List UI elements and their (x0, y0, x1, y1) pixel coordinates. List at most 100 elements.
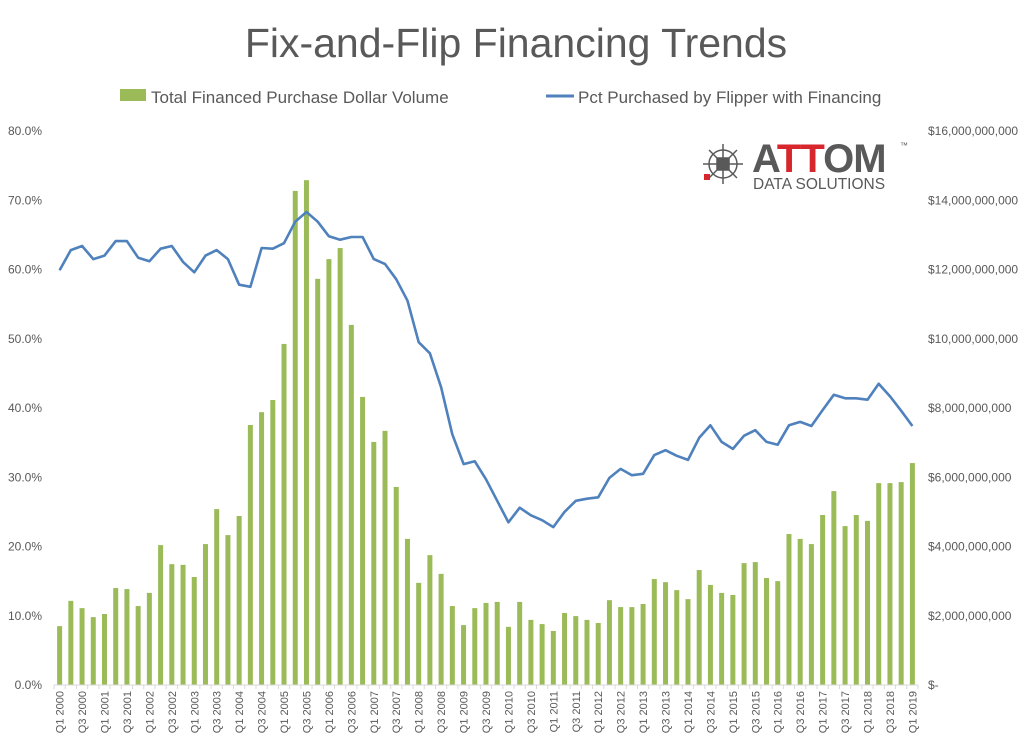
bar (101, 614, 107, 685)
bar (259, 412, 265, 685)
x-tick-label: Q1 2013 (638, 691, 650, 733)
bar (438, 573, 444, 685)
bar (57, 626, 63, 685)
x-tick-label: Q1 2008 (414, 691, 426, 733)
bar (876, 483, 882, 685)
right-tick-label: $10,000,000,000 (928, 332, 1018, 346)
bar (550, 630, 556, 685)
x-tick-label: Q3 2002 (167, 691, 179, 733)
right-tick-label: $8,000,000,000 (928, 401, 1012, 415)
bar (573, 616, 579, 685)
bar (528, 619, 534, 685)
bar (887, 483, 893, 685)
x-tick-label: Q1 2018 (863, 691, 875, 733)
x-tick-label: Q3 2018 (885, 691, 897, 733)
left-tick-label: 30.0% (8, 470, 42, 484)
bar (494, 601, 500, 685)
right-tick-label: $4,000,000,000 (928, 540, 1012, 554)
x-tick-label: Q3 2000 (77, 691, 89, 733)
bar (618, 607, 624, 685)
right-tick-label: $6,000,000,000 (928, 470, 1012, 484)
x-tick-label: Q3 2004 (257, 691, 269, 733)
bar (348, 324, 354, 685)
bar (584, 619, 590, 685)
bar (606, 600, 612, 685)
left-tick-label: 20.0% (8, 540, 42, 554)
legend: Total Financed Purchase Dollar Volume Pc… (120, 88, 881, 107)
bar (707, 584, 713, 685)
bar (865, 520, 871, 685)
x-tick-label: Q1 2003 (189, 691, 201, 733)
bar (225, 535, 231, 685)
bar (146, 592, 152, 685)
right-tick-label: $12,000,000,000 (928, 263, 1018, 277)
logo-emblem-icon (703, 144, 743, 184)
x-tick-label: Q3 2010 (526, 691, 538, 733)
bar (135, 606, 141, 685)
x-tick-label: Q3 2016 (795, 691, 807, 733)
x-tick-label: Q3 2006 (346, 691, 358, 733)
bar (270, 400, 276, 685)
x-tick-label: Q1 2005 (279, 691, 291, 733)
legend-bar-label: Total Financed Purchase Dollar Volume (151, 88, 449, 107)
bar (685, 599, 691, 685)
logo-wordmark: ATTOM (752, 137, 886, 181)
bar (236, 516, 242, 685)
x-tick-label: Q1 2015 (728, 691, 740, 733)
bar (124, 589, 130, 685)
bar (214, 509, 220, 685)
bar (337, 248, 343, 685)
bar (842, 526, 848, 685)
bar (764, 578, 770, 685)
x-tick-label: Q1 2007 (369, 691, 381, 733)
bar (360, 396, 366, 685)
bar (752, 562, 758, 685)
legend-bar-swatch (120, 89, 146, 101)
x-tick-label: Q1 2009 (459, 691, 471, 733)
x-tick-label: Q1 2002 (144, 691, 156, 733)
bar (303, 180, 309, 686)
bar (247, 424, 253, 685)
x-tick-label: Q3 2014 (705, 691, 717, 733)
bar (371, 441, 377, 685)
left-tick-label: 70.0% (8, 193, 42, 207)
chart-title: Fix-and-Flip Financing Trends (245, 20, 787, 66)
x-tick-label: Q1 2016 (773, 691, 785, 733)
x-tick-label: Q1 2014 (683, 691, 695, 733)
logo-trademark: ™ (900, 141, 908, 150)
bar (831, 491, 837, 685)
bar (663, 582, 669, 685)
left-tick-label: 60.0% (8, 263, 42, 277)
bar (393, 486, 399, 685)
bar (427, 555, 433, 685)
bar (629, 607, 635, 685)
bar (505, 626, 511, 685)
x-tick-label: Q1 2019 (907, 691, 919, 733)
x-tick-label: Q1 2006 (324, 691, 336, 733)
bar-series (57, 180, 915, 686)
right-tick-label: $14,000,000,000 (928, 193, 1018, 207)
bar (539, 624, 545, 685)
x-tick-label: Q1 2004 (234, 691, 246, 733)
x-tick-label: Q3 2012 (616, 691, 628, 733)
pct-line (58, 210, 914, 529)
x-tick-label: Q3 2003 (212, 691, 224, 733)
x-tick-label: Q3 2001 (122, 691, 134, 733)
bar (416, 582, 422, 685)
bar (483, 602, 489, 685)
left-tick-label: 50.0% (8, 332, 42, 346)
attom-logo: ATTOM ™ DATA SOLUTIONS (703, 137, 908, 193)
bar (719, 592, 725, 685)
bar (449, 606, 455, 685)
left-tick-label: 40.0% (8, 401, 42, 415)
bar (674, 590, 680, 685)
bar (68, 600, 74, 685)
bar (461, 625, 467, 685)
bar (169, 564, 175, 685)
bar (820, 514, 826, 685)
bar (730, 594, 736, 685)
bar (472, 608, 478, 685)
x-tick-label: Q3 2007 (391, 691, 403, 733)
x-tick-label: Q3 2008 (436, 691, 448, 733)
